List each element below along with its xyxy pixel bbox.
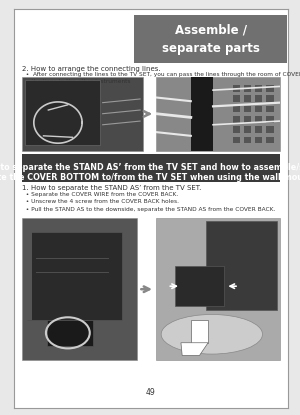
Ellipse shape xyxy=(161,315,262,354)
FancyBboxPatch shape xyxy=(156,77,280,151)
FancyBboxPatch shape xyxy=(255,126,262,133)
Text: • Unscrew the 4 screw from the COVER BACK holes.: • Unscrew the 4 screw from the COVER BAC… xyxy=(22,199,179,204)
FancyBboxPatch shape xyxy=(28,232,122,320)
FancyBboxPatch shape xyxy=(233,126,240,133)
FancyBboxPatch shape xyxy=(233,116,240,122)
FancyBboxPatch shape xyxy=(206,221,277,310)
Text: 1. How to separate the STAND AS’ from the TV SET.: 1. How to separate the STAND AS’ from th… xyxy=(22,185,201,191)
Text: • Separate the COVER WIRE from the COVER BACK.: • Separate the COVER WIRE from the COVER… xyxy=(22,192,178,197)
FancyBboxPatch shape xyxy=(22,218,137,360)
FancyBboxPatch shape xyxy=(233,95,240,102)
FancyBboxPatch shape xyxy=(233,105,240,112)
FancyBboxPatch shape xyxy=(156,218,280,360)
Text: rate the COVER BOTTOM to/from the TV SET when using the wall mount: rate the COVER BOTTOM to/from the TV SET… xyxy=(0,173,300,182)
FancyBboxPatch shape xyxy=(26,80,100,145)
FancyBboxPatch shape xyxy=(191,77,213,151)
FancyBboxPatch shape xyxy=(175,266,224,306)
Text: 49: 49 xyxy=(146,388,156,397)
FancyBboxPatch shape xyxy=(266,85,274,92)
FancyBboxPatch shape xyxy=(255,95,262,102)
FancyBboxPatch shape xyxy=(255,85,262,92)
FancyBboxPatch shape xyxy=(266,105,274,112)
FancyBboxPatch shape xyxy=(191,320,208,343)
FancyBboxPatch shape xyxy=(244,85,251,92)
Polygon shape xyxy=(181,343,208,356)
FancyBboxPatch shape xyxy=(244,95,251,102)
FancyBboxPatch shape xyxy=(25,232,32,320)
FancyBboxPatch shape xyxy=(244,105,251,112)
FancyBboxPatch shape xyxy=(255,116,262,122)
FancyBboxPatch shape xyxy=(266,116,274,122)
FancyBboxPatch shape xyxy=(244,137,251,143)
FancyBboxPatch shape xyxy=(266,126,274,133)
FancyBboxPatch shape xyxy=(266,95,274,102)
Text: 2. How to arrange the connecting lines.: 2. How to arrange the connecting lines. xyxy=(22,66,160,72)
FancyBboxPatch shape xyxy=(244,126,251,133)
FancyBboxPatch shape xyxy=(255,105,262,112)
FancyBboxPatch shape xyxy=(255,137,262,143)
FancyBboxPatch shape xyxy=(244,116,251,122)
Text: Assemble /
separate parts: Assemble / separate parts xyxy=(162,24,260,54)
FancyBboxPatch shape xyxy=(233,137,240,143)
FancyBboxPatch shape xyxy=(22,154,280,183)
FancyBboxPatch shape xyxy=(233,85,240,92)
FancyBboxPatch shape xyxy=(22,77,142,151)
FancyBboxPatch shape xyxy=(47,320,93,346)
FancyBboxPatch shape xyxy=(266,137,274,143)
Text: • Pull the STAND AS to the downside, separate the STAND AS from the COVER BACK.: • Pull the STAND AS to the downside, sep… xyxy=(22,207,275,212)
Text: How to separate the STAND AS’ from the TV SET and how to assemble/sepa-: How to separate the STAND AS’ from the T… xyxy=(0,164,300,172)
FancyBboxPatch shape xyxy=(134,15,286,63)
Text: •  After connecting the lines to the TV SET, you can pass the lines through the : • After connecting the lines to the TV S… xyxy=(22,72,300,84)
